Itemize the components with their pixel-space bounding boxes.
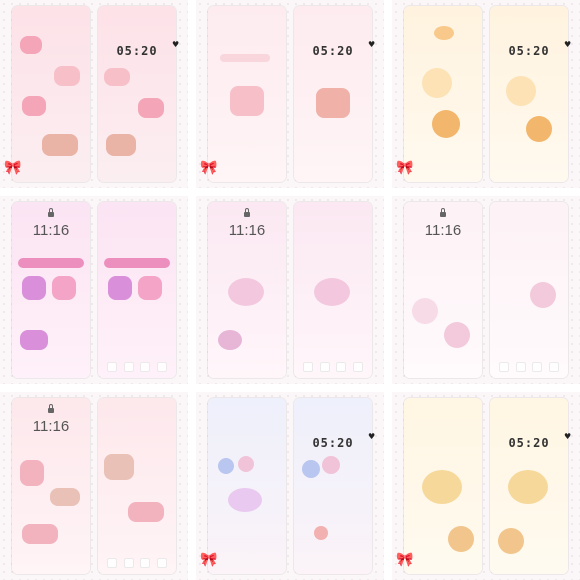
- phone-home-screen: 05:20: [490, 6, 568, 182]
- theme-preview-1[interactable]: 05:20 ♥ 🎀: [0, 0, 188, 188]
- clock-time: 11:16: [32, 418, 70, 435]
- phone-lock-screen: 11:16: [12, 202, 90, 378]
- theme-preview-4[interactable]: 11:16: [0, 196, 188, 384]
- phone-lock-screen: 11:16: [404, 202, 482, 378]
- bow-icon: 🎀: [396, 160, 414, 176]
- heart-icon: ♥: [172, 40, 180, 49]
- clock-time: 05:20: [116, 44, 158, 58]
- app-dock: [104, 558, 170, 568]
- heart-icon: ♥: [368, 432, 376, 441]
- theme-preview-2[interactable]: 05:20 ♥ 🎀: [196, 0, 384, 188]
- clock-time: 05:20: [508, 436, 550, 450]
- phone-lock-screen: [12, 6, 90, 182]
- phone-lock-screen: 11:16: [12, 398, 90, 574]
- clock-time: 05:20: [312, 436, 354, 450]
- theme-preview-5[interactable]: 11:16: [196, 196, 384, 384]
- phone-lock-screen: 11:16: [208, 202, 286, 378]
- lock-icon: [440, 208, 446, 217]
- app-dock: [300, 362, 366, 372]
- phone-home-screen: [490, 202, 568, 378]
- phone-lock-screen: [208, 398, 286, 574]
- phone-home-screen: 05:20: [490, 398, 568, 574]
- clock-time: 05:20: [508, 44, 550, 58]
- phone-lock-screen: [208, 6, 286, 182]
- heart-icon: ♥: [564, 40, 572, 49]
- bow-icon: 🎀: [4, 160, 22, 176]
- theme-preview-3[interactable]: 05:20 ♥ 🎀: [392, 0, 580, 188]
- phone-home-screen: [294, 202, 372, 378]
- clock-time: 11:16: [424, 222, 462, 239]
- clock-time: 11:16: [228, 222, 266, 239]
- phone-home-screen: 05:20: [294, 6, 372, 182]
- lock-icon: [48, 404, 54, 413]
- app-dock: [104, 362, 170, 372]
- lock-icon: [48, 208, 54, 217]
- theme-preview-8[interactable]: 05:20 ♥ 🎀: [196, 392, 384, 580]
- lock-icon: [244, 208, 250, 217]
- app-dock: [496, 362, 562, 372]
- bow-icon: 🎀: [200, 552, 218, 568]
- phone-home-screen: 05:20: [98, 6, 176, 182]
- heart-icon: ♥: [368, 40, 376, 49]
- theme-preview-6[interactable]: 11:16: [392, 196, 580, 384]
- phone-home-screen: 05:20: [294, 398, 372, 574]
- phone-lock-screen: [404, 398, 482, 574]
- theme-preview-9[interactable]: 05:20 ♥ 🎀: [392, 392, 580, 580]
- heart-icon: ♥: [564, 432, 572, 441]
- phone-home-screen: [98, 202, 176, 378]
- bow-icon: 🎀: [396, 552, 414, 568]
- clock-time: 05:20: [312, 44, 354, 58]
- bow-icon: 🎀: [200, 160, 218, 176]
- theme-preview-7[interactable]: 11:16: [0, 392, 188, 580]
- phone-home-screen: [98, 398, 176, 574]
- phone-lock-screen: [404, 6, 482, 182]
- clock-time: 11:16: [32, 222, 70, 239]
